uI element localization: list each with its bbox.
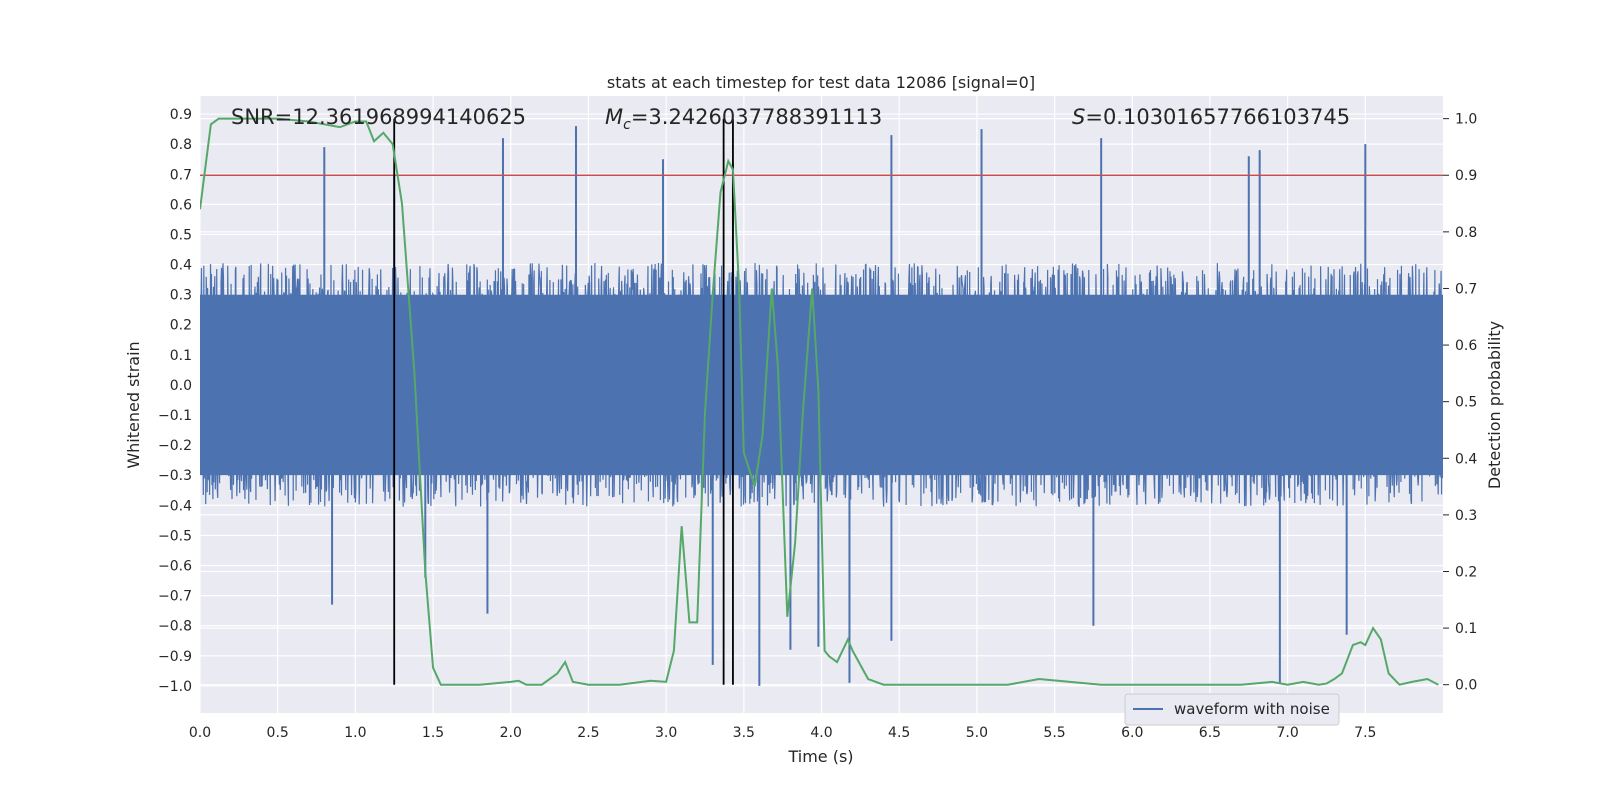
waveform-series	[200, 126, 1443, 686]
chirp-mass-symbol: M	[605, 105, 623, 129]
y2-tick-label: 0.0	[1455, 678, 1477, 694]
y-tick-label: 0.5	[170, 227, 192, 243]
x-tick-label: 0.0	[189, 725, 211, 741]
s-symbol: S	[1072, 105, 1085, 129]
legend-label: waveform with noise	[1174, 700, 1330, 718]
x-tick-label: 7.5	[1354, 725, 1376, 741]
x-tick-label: 3.0	[655, 725, 677, 741]
y2-tick-label: 0.9	[1455, 168, 1477, 184]
y-tick-label: −0.7	[158, 589, 192, 605]
y-tick-label: −0.6	[158, 559, 192, 575]
y-tick-label: −0.3	[158, 468, 192, 484]
legend: waveform with noise	[1124, 693, 1340, 726]
x-tick-label: 1.0	[344, 725, 366, 741]
y-tick-label: −0.8	[158, 619, 192, 635]
detection-probability-series	[200, 117, 1439, 686]
detection-probability-line	[200, 117, 1439, 686]
y2-tick-label: 1.0	[1455, 112, 1477, 128]
y-tick-label: −0.2	[158, 438, 192, 454]
x-ticks: 0.0 0.5 1.0 1.5 2.0 2.5 3.0 3.5 4.0 4.5 5.0 5.5 6.0 6…	[189, 725, 1377, 741]
s-value: =0.10301657766103745	[1085, 105, 1350, 129]
x-tick-label: 7.0	[1276, 725, 1298, 741]
y2-tick-label: 0.6	[1455, 338, 1477, 354]
x-tick-label: 2.5	[577, 725, 599, 741]
y2-tick-label: 0.5	[1455, 395, 1477, 411]
y-tick-label: 0.4	[170, 258, 192, 274]
y-tick-label: 0.9	[170, 107, 192, 123]
y-tick-label: 0.3	[170, 288, 192, 304]
y2-ticks: 1.0 0.9 0.8 0.7 0.6 0.5 0.4 0.3 0.2 0.1 0.0	[1443, 112, 1477, 694]
plot-area	[200, 117, 1443, 686]
chirp-mass-subscript: c	[623, 117, 631, 133]
x-tick-label: 6.0	[1121, 725, 1143, 741]
y2-tick-label: 0.8	[1455, 225, 1477, 241]
y2-axis-label: Detection probability	[1485, 321, 1504, 489]
y-tick-label: −1.0	[158, 679, 192, 695]
y-tick-label: −0.1	[158, 408, 192, 424]
x-tick-label: 6.5	[1199, 725, 1221, 741]
s-annotation: S=0.10301657766103745	[1072, 105, 1350, 129]
x-tick-label: 1.5	[422, 725, 444, 741]
x-tick-label: 2.0	[500, 725, 522, 741]
y-tick-label: 0.7	[170, 167, 192, 183]
y2-tick-label: 0.7	[1455, 281, 1477, 297]
chirp-mass-annotation: Mc=3.2426037788391113	[605, 105, 882, 133]
y-tick-label: −0.9	[158, 649, 192, 665]
y-tick-label: 0.2	[170, 318, 192, 334]
y-tick-label: 0.1	[170, 348, 192, 364]
chart-title: stats at each timestep for test data 120…	[607, 73, 1035, 92]
waveform-core-band	[200, 294, 1443, 476]
y-tick-label: −0.4	[158, 498, 192, 514]
x-axis-label: Time (s)	[787, 747, 853, 766]
y2-tick-label: 0.4	[1455, 451, 1477, 467]
x-tick-label: 3.5	[733, 725, 755, 741]
y-tick-label: 0.8	[170, 137, 192, 153]
y2-tick-label: 0.3	[1455, 508, 1477, 524]
x-tick-label: 5.5	[1043, 725, 1065, 741]
x-tick-label: 4.5	[888, 725, 910, 741]
y-tick-label: 0.0	[170, 378, 192, 394]
y2-tick-label: 0.1	[1455, 621, 1477, 637]
chirp-mass-value: =3.2426037788391113	[631, 105, 882, 129]
y-tick-label: 0.6	[170, 197, 192, 213]
x-tick-label: 5.0	[966, 725, 988, 741]
legend-box	[1124, 693, 1340, 726]
y2-tick-label: 0.2	[1455, 564, 1477, 580]
x-tick-label: 0.5	[267, 725, 289, 741]
y-axis-label: Whitened strain	[124, 341, 143, 468]
x-tick-label: 4.0	[810, 725, 832, 741]
snr-annotation: SNR=12.361968994140625	[231, 105, 526, 129]
vertical-markers	[393, 118, 734, 685]
y-tick-label: −0.5	[158, 528, 192, 544]
y-ticks: 0.9 0.8 0.7 0.6 0.5 0.4 0.3 0.2 0.1 0.0 −0.1 −0.2 −0…	[158, 107, 192, 695]
